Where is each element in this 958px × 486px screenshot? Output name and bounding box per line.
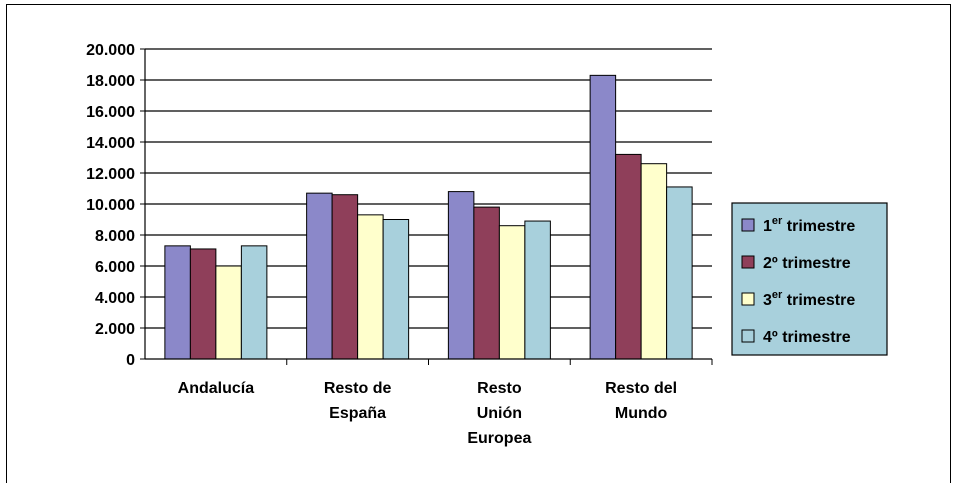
x-category-label: Europea	[467, 430, 531, 447]
y-tick-label: 8.000	[95, 228, 135, 245]
legend-box	[731, 202, 888, 356]
bar	[615, 153, 642, 360]
bar	[524, 220, 551, 360]
x-category-label: Andalucía	[178, 380, 255, 397]
x-category-label: Mundo	[615, 405, 668, 422]
y-tick-labels: 0 2.000 4.000 6.000 8.000 10.000 12.000 14.000 1…	[86, 42, 135, 369]
x-category-labels: Andalucía Resto de España Resto Unión Europea…	[178, 380, 677, 447]
x-category-label: España	[329, 405, 386, 422]
y-tick-label: 2.000	[95, 321, 135, 338]
y-tick-label: 10.000	[86, 197, 135, 214]
y-tick-label: 0	[126, 352, 135, 369]
legend-label: 1er trimestre	[763, 215, 855, 235]
x-category-label: Resto	[477, 380, 522, 397]
bars	[164, 74, 693, 360]
y-tick-label: 6.000	[95, 259, 135, 276]
bar	[447, 191, 475, 360]
bar	[498, 225, 526, 360]
y-tick-label: 20.000	[86, 42, 135, 59]
x-category-label: Resto de	[324, 380, 392, 397]
y-tick-label: 12.000	[86, 166, 135, 183]
y-tick-label: 4.000	[95, 290, 135, 307]
y-tick-label: 16.000	[86, 104, 135, 121]
y-tick-label: 14.000	[86, 135, 135, 152]
bar	[306, 192, 333, 360]
chart-frame	[6, 4, 951, 483]
bar	[589, 74, 617, 360]
bar	[357, 214, 384, 360]
bar	[189, 248, 217, 360]
bar	[473, 206, 500, 360]
y-tick-label: 18.000	[86, 73, 135, 90]
bar	[382, 219, 410, 360]
bar	[164, 245, 191, 360]
legend: 1er trimestre 2º trimestre 3er trimestre 4º…	[731, 202, 888, 356]
legend-label: 4º trimestre	[763, 329, 851, 346]
legend-label: 3er trimestre	[763, 289, 855, 309]
legend-swatch	[741, 292, 755, 306]
bar	[331, 194, 359, 360]
axes	[140, 48, 713, 365]
x-category-label: Resto del	[605, 380, 677, 397]
bar	[215, 265, 242, 360]
bar	[640, 163, 668, 360]
legend-swatch	[741, 255, 755, 269]
legend-swatch	[741, 218, 755, 232]
x-category-label: Unión	[477, 405, 522, 422]
legend-swatch	[741, 329, 755, 343]
bar	[666, 186, 693, 360]
bar	[240, 245, 268, 360]
legend-label: 2º trimestre	[763, 255, 851, 272]
